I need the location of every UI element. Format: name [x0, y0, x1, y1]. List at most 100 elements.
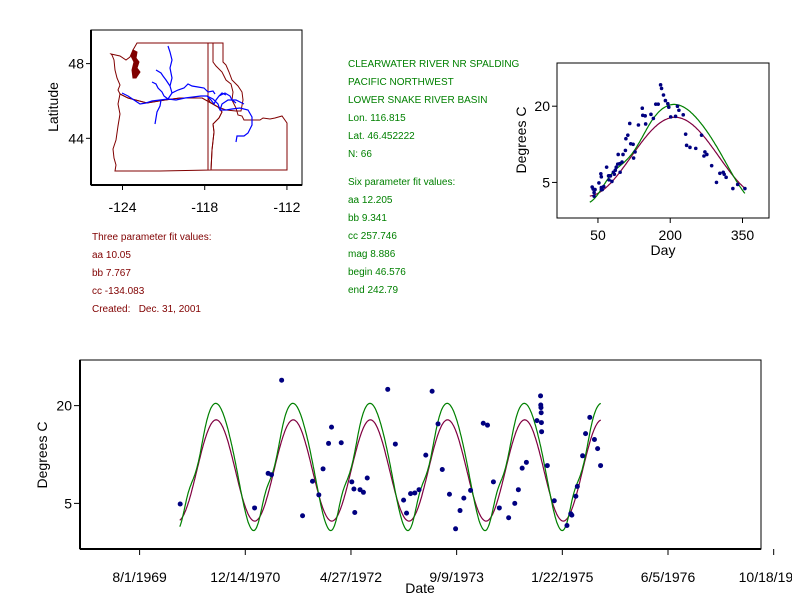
ts-data-point [357, 487, 363, 493]
doy-data-point [599, 175, 604, 179]
six-param-cc: cc 257.746 [348, 231, 397, 242]
doy-data-point [659, 86, 664, 91]
ts-x-tick-label: 12/14/1970 [210, 569, 280, 585]
ts-data-point [423, 452, 429, 458]
ts-data-point [512, 500, 518, 506]
doy-data-point [702, 154, 706, 158]
ts-data-point [595, 446, 601, 452]
three-param-bb: bb 7.767 [92, 268, 131, 279]
station-lat: Lat. 46.452222 [348, 131, 415, 142]
ts-data-point [446, 491, 452, 497]
ts-data-point [177, 501, 183, 507]
ts-six-param-curve [179, 402, 602, 532]
doy-data-point [675, 104, 680, 108]
map-y-tick-label: 44 [68, 130, 84, 146]
doy-x-tick-label: 350 [731, 227, 755, 243]
ts-data-point [551, 498, 557, 504]
ts-data-point [564, 523, 570, 529]
ts-data-point [598, 463, 604, 469]
doy-data-point [743, 186, 747, 191]
snake-river [206, 95, 253, 143]
ts-data-point [352, 510, 358, 516]
doy-data-point [600, 187, 605, 192]
doy-data-point [735, 182, 740, 187]
doy-data-point [597, 181, 601, 185]
doy-data-point [616, 152, 620, 157]
doy-data-point [626, 133, 630, 137]
ts-data-point [309, 478, 315, 484]
doy-data-point [658, 83, 663, 87]
doy-data-point [677, 108, 681, 113]
doy-data-point [663, 98, 668, 103]
ts-data-point [544, 463, 550, 469]
ts-data-point [412, 490, 418, 496]
doy-data-point [592, 194, 596, 198]
doy-plot-frame [556, 62, 770, 219]
columbia-upper [167, 83, 216, 100]
ts-data-point [329, 424, 335, 430]
salmon-river [219, 99, 245, 111]
doy-data-point [683, 132, 688, 136]
ts-data-point [573, 493, 579, 499]
ts-data-point [523, 459, 529, 465]
ts-y-tick-label: 20 [56, 398, 72, 414]
ts-data-point [587, 414, 593, 420]
okanogan-river [167, 45, 173, 87]
ts-x-tick-label: 6/5/1976 [641, 569, 696, 585]
ts-data-point [338, 440, 344, 446]
ts-data-point [496, 505, 502, 511]
doy-data-point [633, 150, 637, 154]
doy-data-point [718, 171, 722, 176]
doy-data-point [656, 102, 660, 106]
six-param-title: Six parameter fit values: [348, 177, 456, 188]
ts-x-tick-label: 9/9/1973 [429, 569, 484, 585]
puget-sound [130, 49, 141, 79]
map-x-tick-label: -124 [108, 199, 136, 215]
ts-data-point [539, 429, 545, 435]
ts-data-point [416, 487, 422, 493]
three-param-title: Three parameter fit values: [92, 232, 212, 243]
doy-data-point [649, 112, 653, 117]
ts-data-point [538, 393, 544, 399]
map-chart: -124 -118 -112 48 44 Latitude [45, 29, 303, 215]
doy-data-point [684, 143, 689, 148]
doy-y-label: Degrees C [513, 107, 529, 174]
doy-data-point [699, 133, 704, 137]
ts-data-point [316, 492, 322, 498]
ts-x-tick-label: 1/22/1975 [531, 569, 593, 585]
ts-data-point [490, 479, 496, 485]
six-param-begin: begin 46.576 [348, 267, 406, 278]
ts-data-point [519, 465, 525, 471]
ts-data-point [326, 440, 332, 446]
doy-data-point [613, 168, 618, 173]
ts-data-point [279, 377, 285, 383]
doy-data-point [631, 156, 636, 160]
ts-x-tick-label: 8/1/1969 [112, 569, 167, 585]
station-basin: LOWER SNAKE RIVER BASIN [348, 95, 488, 106]
six-param-info: Six parameter fit values: aa 12.205 bb 9… [348, 174, 455, 300]
map-plot-frame [90, 29, 303, 186]
map-x-tick-label: -112 [273, 199, 300, 215]
station-name: CLEARWATER RIVER NR SPALDING [348, 59, 520, 70]
doy-y-tick-label: 20 [534, 98, 550, 114]
ts-data-point [506, 515, 512, 521]
doy-data-point [661, 93, 666, 97]
map-y-label: Latitude [45, 82, 61, 132]
six-param-bb: bb 9.341 [348, 213, 387, 224]
ts-data-point [404, 510, 410, 516]
doy-data-point [610, 179, 614, 184]
doy-three-param-curve [589, 116, 746, 197]
doy-data-point [618, 170, 622, 175]
ts-x-tick-label: 4/27/1972 [320, 569, 382, 585]
river-network [121, 45, 253, 143]
ts-data-point [408, 491, 414, 497]
ts-data-point [583, 431, 589, 437]
map-x-tick-label: -118 [191, 199, 218, 215]
ts-data-point [461, 495, 467, 501]
doy-data-point [592, 190, 596, 195]
doy-data-point [714, 180, 719, 185]
ts-x-tick-label: 10/18/1977 [739, 569, 792, 585]
station-info: CLEARWATER RIVER NR SPALDING PACIFIC NOR… [348, 56, 519, 164]
ts-data-point [349, 479, 355, 485]
